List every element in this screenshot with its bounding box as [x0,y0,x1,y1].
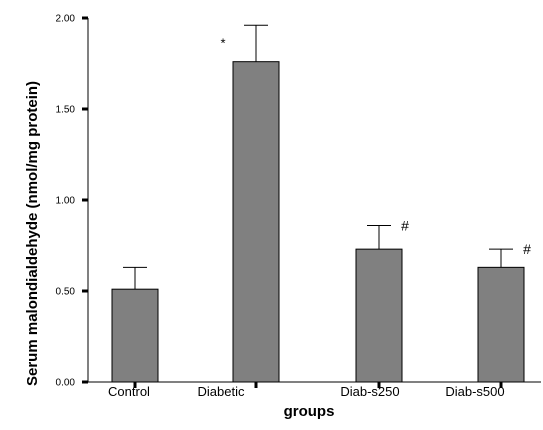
y-axis-label: Serum malondialdehyde (nmol/mg protein) [24,81,41,386]
x-tick-label: Diab-s250 [340,384,399,399]
x-tick-label: Control [108,384,150,399]
plot-area: 0.00 0.50 1.00 1.50 2.00 Control * Diabetic # Dia… [56,14,541,399]
y-tick-label: 0.00 [56,378,76,389]
y-tick-label: 1.50 [56,105,76,116]
bar [355,248,403,383]
x-tick-label: Diabetic [198,384,245,399]
bar [477,266,525,383]
significance-marker: # [523,241,531,257]
bar [111,288,159,383]
bar [232,61,280,383]
y-tick-label: 1.00 [56,196,76,207]
y-tick-label: 0.50 [56,287,76,298]
x-axis-label: groups [284,403,335,420]
significance-marker: * [220,35,225,50]
significance-marker: # [401,217,409,233]
x-tick-label: Diab-s500 [445,384,504,399]
y-tick-label: 2.00 [56,14,76,25]
